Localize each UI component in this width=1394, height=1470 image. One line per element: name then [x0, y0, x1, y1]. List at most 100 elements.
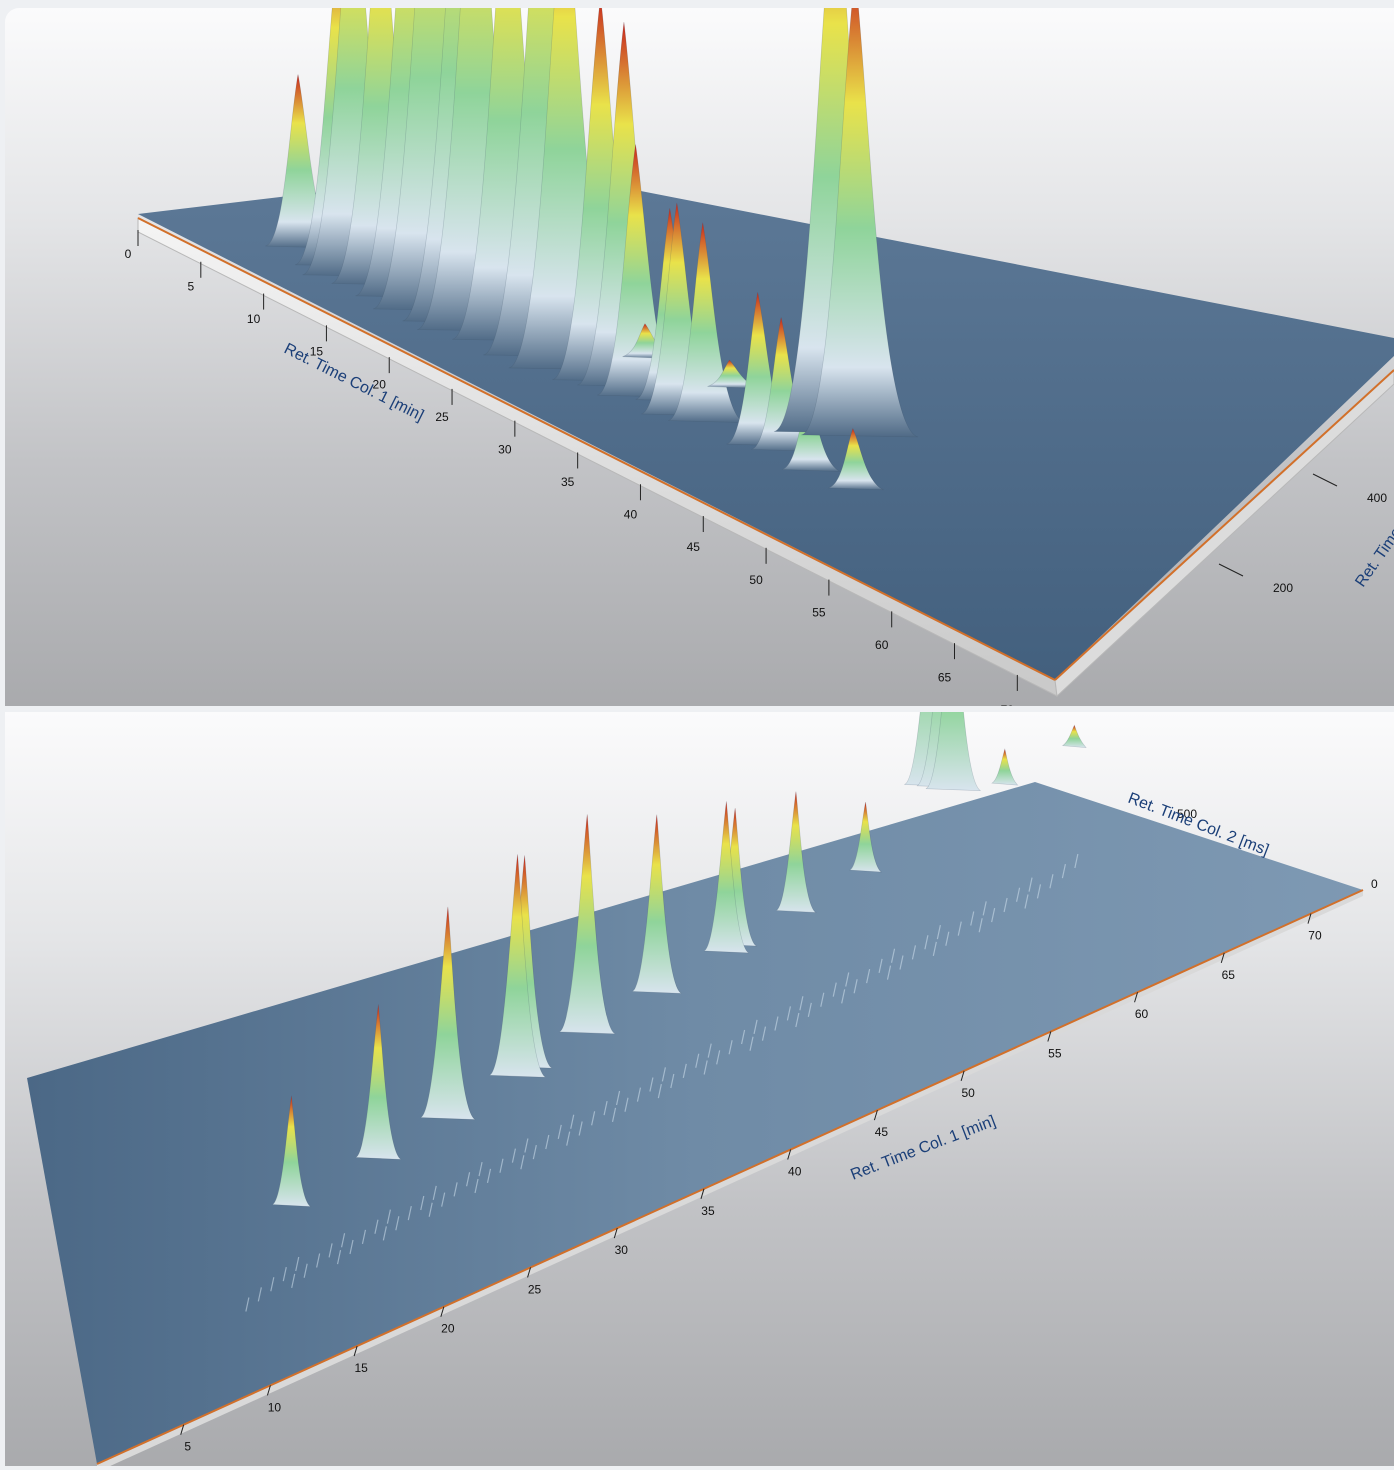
- noise-ripple: [295, 1256, 300, 1272]
- y-axis-line: [1054, 369, 1394, 681]
- y-tick-label: 0: [1371, 877, 1378, 891]
- x-tick-label: 5: [184, 1440, 191, 1454]
- noise-ripple: [291, 1273, 296, 1288]
- peak-surface: [245, 712, 1087, 1312]
- noise-ripple: [832, 982, 837, 997]
- noise-ripple: [257, 1287, 262, 1302]
- noise-ripple: [649, 1077, 654, 1092]
- noise-ripple: [566, 1131, 571, 1146]
- x-tick-label: 50: [749, 573, 763, 587]
- y-tick: [1312, 473, 1338, 487]
- noise-ripple: [282, 1266, 287, 1282]
- x-tick: [613, 1227, 618, 1239]
- noise-ripple: [982, 901, 987, 916]
- noise-ripple: [1036, 884, 1042, 899]
- noise-ripple: [753, 1019, 758, 1035]
- x-tick-label: 60: [1135, 1007, 1149, 1021]
- x-tick-label: 30: [615, 1243, 629, 1257]
- noise-ripple: [991, 907, 996, 923]
- noise-ripple: [890, 948, 896, 963]
- x-tick: [1220, 952, 1225, 964]
- x-tick-label: 10: [268, 1400, 282, 1414]
- noise-ripple: [878, 958, 883, 974]
- noise-ripple: [820, 992, 825, 1007]
- noise-ripple: [270, 1277, 275, 1292]
- noise-ripple: [432, 1185, 437, 1200]
- noise-ripple: [807, 1002, 812, 1018]
- noise-ripple: [774, 1016, 779, 1031]
- x-axis-title: Ret. Time Col. 1 [min]: [848, 1113, 998, 1184]
- noise-ripple: [520, 1155, 525, 1170]
- peak: [559, 814, 616, 1035]
- noise-ripple: [532, 1145, 537, 1160]
- noise-ripple: [603, 1101, 608, 1116]
- noise-ripple: [682, 1063, 687, 1079]
- x-tick-label: 70: [1001, 703, 1015, 706]
- noise-ripple: [911, 945, 917, 960]
- x-tick: [1047, 1031, 1052, 1042]
- x-tick-label: 0: [125, 247, 132, 261]
- x-tick-label: 45: [687, 540, 701, 554]
- axis-ticks: 5 10 15 20 25 30 35 40 45 50 55 60 65 70 0 500: [180, 807, 1378, 1454]
- noise-ripple: [936, 924, 941, 940]
- noise-ripple: [799, 996, 804, 1011]
- x-tick: [266, 1385, 271, 1396]
- peak: [1061, 724, 1087, 749]
- noise-ripple: [328, 1243, 333, 1258]
- noise-ripple: [970, 911, 975, 926]
- noise-ripple: [978, 918, 983, 933]
- noise-ripple: [740, 1029, 746, 1045]
- surface-plot-bottom: 5 10 15 20 25 30 35 40 45 50 55 60 65 70 0 500 Ret. Tim…: [27, 712, 1378, 1466]
- noise-ripple: [1028, 877, 1033, 892]
- noise-ripple: [420, 1195, 425, 1211]
- x-axis-line: [96, 889, 1364, 1465]
- noise-ripple: [386, 1209, 391, 1224]
- noise-ripple: [636, 1087, 642, 1102]
- noise-ripple: [557, 1124, 562, 1140]
- noise-ripple: [924, 935, 929, 950]
- noise-ripple: [524, 1138, 529, 1153]
- noise-ripple: [349, 1239, 354, 1255]
- x-tick-label: 15: [354, 1361, 368, 1375]
- noise-ripple: [303, 1263, 308, 1278]
- noise-ripple: [886, 965, 892, 980]
- noise-ripple: [945, 931, 950, 946]
- noise-ripple: [624, 1097, 629, 1112]
- noise-ripple: [453, 1182, 458, 1197]
- noise-ripple: [570, 1114, 575, 1129]
- noise-ripple: [340, 1233, 346, 1248]
- x-tick-label: 20: [373, 377, 387, 391]
- noise-ripple: [1015, 887, 1021, 902]
- noise-ripple: [845, 972, 850, 987]
- x-tick-label: 5: [187, 280, 194, 294]
- x-tick: [1134, 992, 1139, 1003]
- noise-ripple: [336, 1250, 342, 1265]
- peak: [272, 1095, 312, 1207]
- y-axis-title: Ret. Time Col. 2 [ms]: [1352, 458, 1394, 590]
- x-tick: [1307, 913, 1312, 924]
- x-tick-label: 50: [961, 1086, 975, 1100]
- noise-ripple: [428, 1202, 433, 1217]
- x-tick-label: 35: [561, 475, 575, 489]
- noise-ripple: [395, 1216, 400, 1231]
- peak: [925, 712, 981, 792]
- noise-ripple: [749, 1036, 754, 1051]
- noise-ripple: [761, 1026, 767, 1041]
- surface-plot-top: 0 5 10 15 20 25 30 35 40 45 50 55 60 65 70 200 400 Ret. …: [125, 8, 1394, 706]
- noise-ripple: [382, 1226, 387, 1241]
- noise-ripple: [866, 968, 871, 984]
- noise-ripple: [499, 1158, 504, 1173]
- peak: [775, 791, 817, 913]
- noise-ripple: [545, 1134, 550, 1150]
- x-axis-line: [137, 217, 1056, 681]
- noise-ripple: [615, 1090, 621, 1106]
- noise-ripple: [374, 1219, 379, 1234]
- x-tick-label: 40: [788, 1164, 802, 1178]
- x-tick-label: 45: [875, 1125, 889, 1139]
- x-tick-label: 60: [875, 638, 889, 652]
- noise-ripple: [474, 1178, 479, 1194]
- noise-ripple: [245, 1297, 250, 1312]
- noise-ripple: [932, 941, 937, 957]
- peak: [420, 906, 476, 1120]
- x-tick: [180, 1424, 185, 1435]
